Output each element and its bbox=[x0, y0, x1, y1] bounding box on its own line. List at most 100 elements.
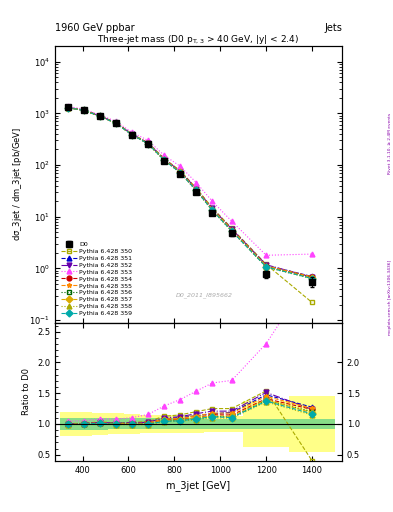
Bar bbox=[172, 415, 188, 433]
Pythia 6.428 353 bbox=[162, 152, 166, 158]
Pythia 6.428 358 bbox=[162, 157, 166, 163]
Bar bbox=[289, 396, 335, 452]
Bar bbox=[243, 419, 289, 429]
Bar bbox=[220, 419, 243, 429]
Pythia 6.428 359 bbox=[130, 132, 134, 138]
Pythia 6.428 356 bbox=[230, 228, 234, 234]
Pythia 6.428 353 bbox=[97, 112, 102, 118]
Pythia 6.428 353 bbox=[130, 129, 134, 135]
Bar bbox=[172, 418, 188, 430]
Pythia 6.428 355 bbox=[194, 186, 198, 193]
Pythia 6.428 359 bbox=[194, 187, 198, 194]
Bar bbox=[60, 412, 76, 436]
Pythia 6.428 359 bbox=[146, 141, 151, 147]
Bar bbox=[188, 418, 204, 430]
Pythia 6.428 354 bbox=[146, 140, 151, 146]
Bar bbox=[204, 416, 220, 432]
Pythia 6.428 358 bbox=[264, 264, 268, 270]
Pythia 6.428 354 bbox=[162, 157, 166, 163]
Pythia 6.428 359 bbox=[210, 207, 215, 214]
Pythia 6.428 356 bbox=[264, 264, 268, 270]
Pythia 6.428 352 bbox=[65, 104, 70, 111]
Pythia 6.428 358 bbox=[130, 132, 134, 138]
Pythia 6.428 357 bbox=[230, 227, 234, 233]
Pythia 6.428 352 bbox=[310, 274, 314, 280]
Pythia 6.428 354 bbox=[264, 263, 268, 269]
Bar bbox=[140, 418, 156, 430]
Text: Jets: Jets bbox=[324, 23, 342, 33]
Pythia 6.428 352 bbox=[114, 120, 118, 126]
Pythia 6.428 357 bbox=[210, 207, 215, 213]
Pythia 6.428 359 bbox=[162, 157, 166, 163]
Pythia 6.428 354 bbox=[97, 113, 102, 119]
Pythia 6.428 359 bbox=[178, 169, 182, 176]
Pythia 6.428 355 bbox=[162, 156, 166, 162]
Pythia 6.428 358 bbox=[310, 276, 314, 282]
Pythia 6.428 356 bbox=[65, 104, 70, 111]
Pythia 6.428 353 bbox=[178, 163, 182, 169]
Pythia 6.428 350 bbox=[65, 104, 70, 111]
Pythia 6.428 356 bbox=[146, 141, 151, 147]
Text: mcplots.cern.ch [arXiv:1306.3436]: mcplots.cern.ch [arXiv:1306.3436] bbox=[388, 260, 392, 334]
Pythia 6.428 353 bbox=[194, 179, 198, 185]
Pythia 6.428 352 bbox=[130, 131, 134, 137]
Y-axis label: Ratio to D0: Ratio to D0 bbox=[22, 368, 31, 415]
Pythia 6.428 354 bbox=[114, 120, 118, 126]
Pythia 6.428 359 bbox=[65, 104, 70, 111]
Pythia 6.428 352 bbox=[210, 205, 215, 211]
Pythia 6.428 359 bbox=[264, 264, 268, 270]
Pythia 6.428 351 bbox=[178, 168, 182, 175]
Pythia 6.428 355 bbox=[178, 169, 182, 175]
Line: Pythia 6.428 359: Pythia 6.428 359 bbox=[65, 105, 314, 281]
Bar bbox=[156, 418, 172, 430]
Pythia 6.428 354 bbox=[81, 107, 86, 113]
Pythia 6.428 354 bbox=[310, 274, 314, 280]
Pythia 6.428 351 bbox=[162, 156, 166, 162]
Pythia 6.428 355 bbox=[264, 263, 268, 269]
Pythia 6.428 351 bbox=[310, 273, 314, 280]
Pythia 6.428 351 bbox=[210, 206, 215, 212]
Pythia 6.428 359 bbox=[310, 275, 314, 282]
Pythia 6.428 358 bbox=[114, 120, 118, 126]
Pythia 6.428 352 bbox=[264, 262, 268, 268]
Pythia 6.428 354 bbox=[230, 227, 234, 233]
Pythia 6.428 350 bbox=[146, 140, 151, 146]
Bar bbox=[76, 418, 92, 430]
Bar bbox=[156, 415, 172, 433]
Pythia 6.428 350 bbox=[81, 107, 86, 113]
Bar bbox=[76, 412, 92, 436]
Pythia 6.428 355 bbox=[130, 131, 134, 137]
Pythia 6.428 351 bbox=[194, 186, 198, 193]
Bar bbox=[188, 415, 204, 433]
Pythia 6.428 359 bbox=[114, 120, 118, 126]
Pythia 6.428 351 bbox=[114, 120, 118, 126]
Line: Pythia 6.428 355: Pythia 6.428 355 bbox=[65, 105, 314, 279]
Pythia 6.428 356 bbox=[130, 132, 134, 138]
Pythia 6.428 358 bbox=[65, 104, 70, 111]
Bar bbox=[140, 415, 156, 433]
Pythia 6.428 352 bbox=[162, 156, 166, 162]
Pythia 6.428 355 bbox=[230, 226, 234, 232]
Line: Pythia 6.428 352: Pythia 6.428 352 bbox=[65, 105, 314, 280]
Bar bbox=[108, 414, 124, 434]
Pythia 6.428 352 bbox=[178, 168, 182, 174]
Pythia 6.428 356 bbox=[178, 169, 182, 176]
Pythia 6.428 359 bbox=[230, 228, 234, 234]
Pythia 6.428 357 bbox=[65, 104, 70, 111]
Pythia 6.428 356 bbox=[114, 120, 118, 126]
Pythia 6.428 358 bbox=[178, 169, 182, 176]
Pythia 6.428 350 bbox=[162, 155, 166, 161]
Pythia 6.428 357 bbox=[162, 157, 166, 163]
Pythia 6.428 358 bbox=[210, 207, 215, 214]
Pythia 6.428 352 bbox=[146, 140, 151, 146]
Y-axis label: d$\sigma$_3jet / dm_3jet [pb/GeV]: d$\sigma$_3jet / dm_3jet [pb/GeV] bbox=[11, 127, 24, 241]
Pythia 6.428 353 bbox=[210, 198, 215, 204]
Pythia 6.428 351 bbox=[146, 140, 151, 146]
Pythia 6.428 355 bbox=[81, 107, 86, 113]
Pythia 6.428 350 bbox=[114, 120, 118, 126]
Legend: D0, Pythia 6.428 350, Pythia 6.428 351, Pythia 6.428 352, Pythia 6.428 353, Pyth: D0, Pythia 6.428 350, Pythia 6.428 351, … bbox=[58, 239, 136, 319]
Pythia 6.428 357 bbox=[81, 107, 86, 113]
Pythia 6.428 357 bbox=[97, 113, 102, 119]
Pythia 6.428 358 bbox=[194, 187, 198, 194]
Line: Pythia 6.428 354: Pythia 6.428 354 bbox=[65, 105, 314, 280]
